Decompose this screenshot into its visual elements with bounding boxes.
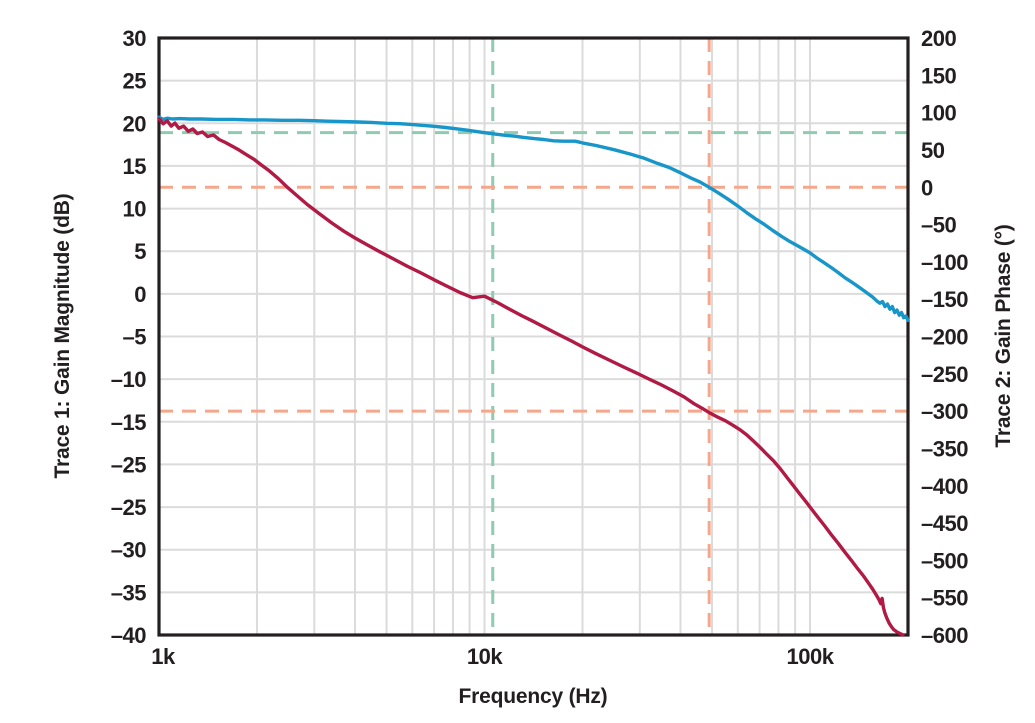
cursor-2-lines (159, 38, 908, 635)
right-tick-label: 0 (921, 175, 933, 200)
left-tick-label: –25 (111, 452, 146, 477)
right-tick-label: –50 (921, 213, 956, 238)
left-tick-label: 5 (134, 239, 146, 264)
right-tick-label: –350 (921, 436, 968, 461)
left-axis-title: Trace 1: Gain Magnitude (dB) (51, 193, 74, 479)
right-tick-label: –600 (921, 623, 968, 648)
x-axis-title: Frequency (Hz) (458, 685, 608, 708)
gridlines (159, 38, 908, 635)
gain-phase-trace (157, 116, 905, 637)
right-tick-label: 50 (921, 138, 945, 163)
right-tick-label: –300 (921, 399, 968, 424)
left-tick-label: –5 (123, 325, 147, 350)
left-tick-label: –25 (111, 495, 146, 520)
plot-border (157, 36, 910, 637)
left-tick-label: 10 (123, 197, 147, 222)
left-tick-label: 25 (123, 69, 147, 94)
left-tick-label: 20 (123, 111, 147, 136)
left-tick-label: –10 (111, 367, 146, 392)
right-tick-label: –400 (921, 474, 968, 499)
right-tick-label: –250 (921, 362, 968, 387)
x-tick-label: 1k (151, 644, 176, 669)
right-tick-label: 200 (921, 26, 956, 51)
left-tick-label: 15 (123, 154, 147, 179)
left-tick-label: –15 (111, 410, 146, 435)
right-tick-label: –100 (921, 250, 968, 275)
left-tick-label: –30 (111, 538, 146, 563)
left-tick-label: –40 (111, 623, 146, 648)
x-tick-label: 10k (467, 644, 503, 669)
right-tick-label: 150 (921, 63, 956, 88)
right-tick-label: –200 (921, 325, 968, 350)
gain-magnitude-trace (157, 115, 910, 322)
left-tick-label: –35 (111, 580, 146, 605)
x-tick-label: 100k (787, 644, 835, 669)
right-tick-label: –500 (921, 548, 968, 573)
right-axis-title: Trace 2: Gain Phase (°) (992, 224, 1015, 448)
right-tick-label: –150 (921, 287, 968, 312)
cursor-1-lines (159, 38, 908, 635)
right-tick-label: 100 (921, 101, 956, 126)
left-tick-label: 30 (123, 26, 147, 51)
right-tick-label: –550 (921, 586, 968, 611)
right-tick-label: –450 (921, 511, 968, 536)
left-tick-label: 0 (134, 282, 146, 307)
